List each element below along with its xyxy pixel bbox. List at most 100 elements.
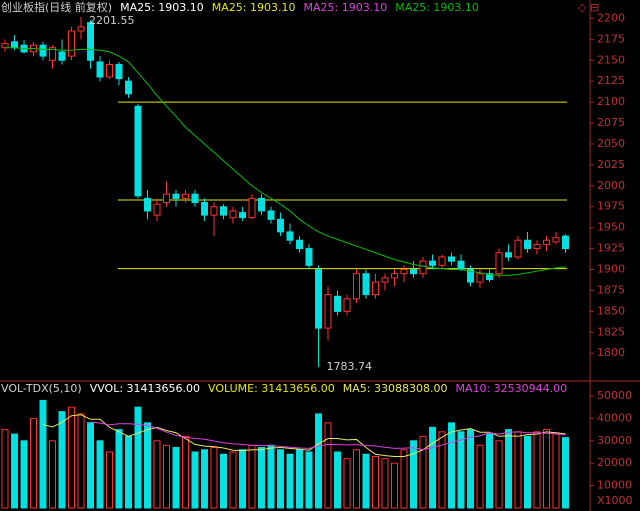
volume-bar	[172, 447, 180, 509]
candle-body	[96, 61, 104, 78]
y-tick-label: 40000	[597, 411, 632, 424]
candle-body	[267, 210, 275, 220]
header-label: VVOL: 31413656.00	[90, 382, 200, 395]
volume-bar	[343, 458, 351, 509]
candle-body	[514, 239, 522, 258]
header-label: MA5: 33088308.00	[343, 382, 448, 395]
y-tick-label: 50000	[597, 389, 632, 402]
volume-bar	[362, 453, 370, 509]
candle-body	[201, 202, 208, 216]
candle-body	[391, 273, 398, 279]
header-label: MA25: 1903.10	[212, 1, 296, 14]
header-label: VOL-TDX(5,10)	[1, 382, 82, 395]
header-label: VOLUME: 31413656.00	[208, 382, 335, 395]
volume-bar	[267, 444, 275, 509]
header-label: MA25: 1903.10	[304, 1, 388, 14]
candle-body	[562, 235, 569, 250]
volume-bar	[296, 449, 303, 509]
y-tick-label: 2200	[597, 11, 625, 24]
volume-bar	[134, 406, 142, 509]
volume-bar	[438, 431, 446, 509]
volume-bar	[486, 433, 493, 509]
candle-body	[239, 212, 246, 219]
y-tick-label: 2075	[597, 116, 625, 129]
candle-body	[258, 197, 265, 212]
volume-bar	[286, 453, 294, 509]
candle-body	[353, 273, 360, 300]
volume-bar	[248, 444, 256, 509]
volume-bar	[229, 451, 237, 509]
volume-bar	[324, 422, 332, 509]
volume-bar	[125, 435, 132, 509]
volume-bar	[1, 429, 9, 509]
volume-bar	[467, 429, 474, 509]
volume-bar	[457, 431, 465, 509]
y-tick-label: 1900	[597, 263, 625, 276]
volume-bar	[115, 429, 123, 509]
volume-bar	[258, 447, 265, 509]
volume-bar	[533, 431, 541, 509]
y-tick-label: 1925	[597, 242, 625, 255]
candle-body	[381, 277, 389, 283]
candle-body	[286, 231, 294, 241]
candle-body	[552, 237, 560, 243]
header-label: MA10: 32530944.00	[455, 382, 567, 395]
candle-body	[68, 30, 75, 57]
candle-body	[419, 260, 427, 275]
volume-bar	[68, 406, 75, 509]
toolbar-icons[interactable]: ◇ ⊟	[578, 1, 599, 14]
volume-bar	[495, 440, 503, 509]
y-tick-label: 2025	[597, 158, 625, 171]
volume-bar	[58, 411, 66, 509]
candle-body	[438, 256, 446, 266]
ma-line	[42, 414, 566, 457]
candle-body	[372, 281, 379, 296]
unit-label: X1000	[597, 494, 633, 507]
candle-body	[153, 203, 161, 216]
candle-body	[543, 239, 550, 245]
y-tick-label: 2150	[597, 53, 625, 66]
volume-bar	[419, 435, 427, 509]
candle-body	[277, 218, 284, 233]
volume-bar	[429, 426, 436, 509]
candle-body	[125, 80, 132, 95]
volume-bar	[552, 433, 560, 509]
volume-bar	[476, 444, 484, 509]
y-tick-label: 1800	[597, 346, 625, 359]
candle-body	[400, 269, 408, 275]
candle-body	[486, 273, 493, 281]
candle-body	[220, 206, 227, 216]
volume-bar	[153, 440, 161, 509]
candle-body	[448, 256, 455, 262]
y-tick-label: 2000	[597, 179, 625, 192]
candle-body	[229, 210, 237, 219]
volume-bar	[277, 449, 284, 509]
volume-bar	[163, 444, 170, 509]
candle-body	[343, 298, 351, 312]
volume-bar	[239, 449, 246, 509]
candle-body	[305, 248, 313, 266]
volume-bar	[20, 440, 28, 509]
candle-body	[134, 105, 142, 197]
volume-bar	[87, 422, 94, 509]
y-tick-label: 2100	[597, 95, 625, 108]
candle-body	[115, 63, 123, 80]
volume-bar	[524, 435, 531, 509]
ma-line	[90, 421, 566, 451]
y-tick-label: 2125	[597, 74, 625, 87]
candle-body	[182, 193, 189, 199]
candle-body	[533, 243, 541, 250]
candle-body	[49, 47, 56, 61]
candle-body	[210, 206, 218, 216]
candle-body	[163, 193, 170, 204]
volume-bar	[514, 431, 522, 509]
candle-body	[457, 260, 465, 271]
volume-bar	[543, 429, 550, 509]
volume-bar	[220, 453, 227, 509]
volume-bar	[448, 422, 455, 509]
volume-bar	[30, 417, 37, 509]
candle-body	[410, 269, 417, 275]
volume-bar	[353, 449, 360, 509]
y-tick-label: 20000	[597, 456, 632, 469]
